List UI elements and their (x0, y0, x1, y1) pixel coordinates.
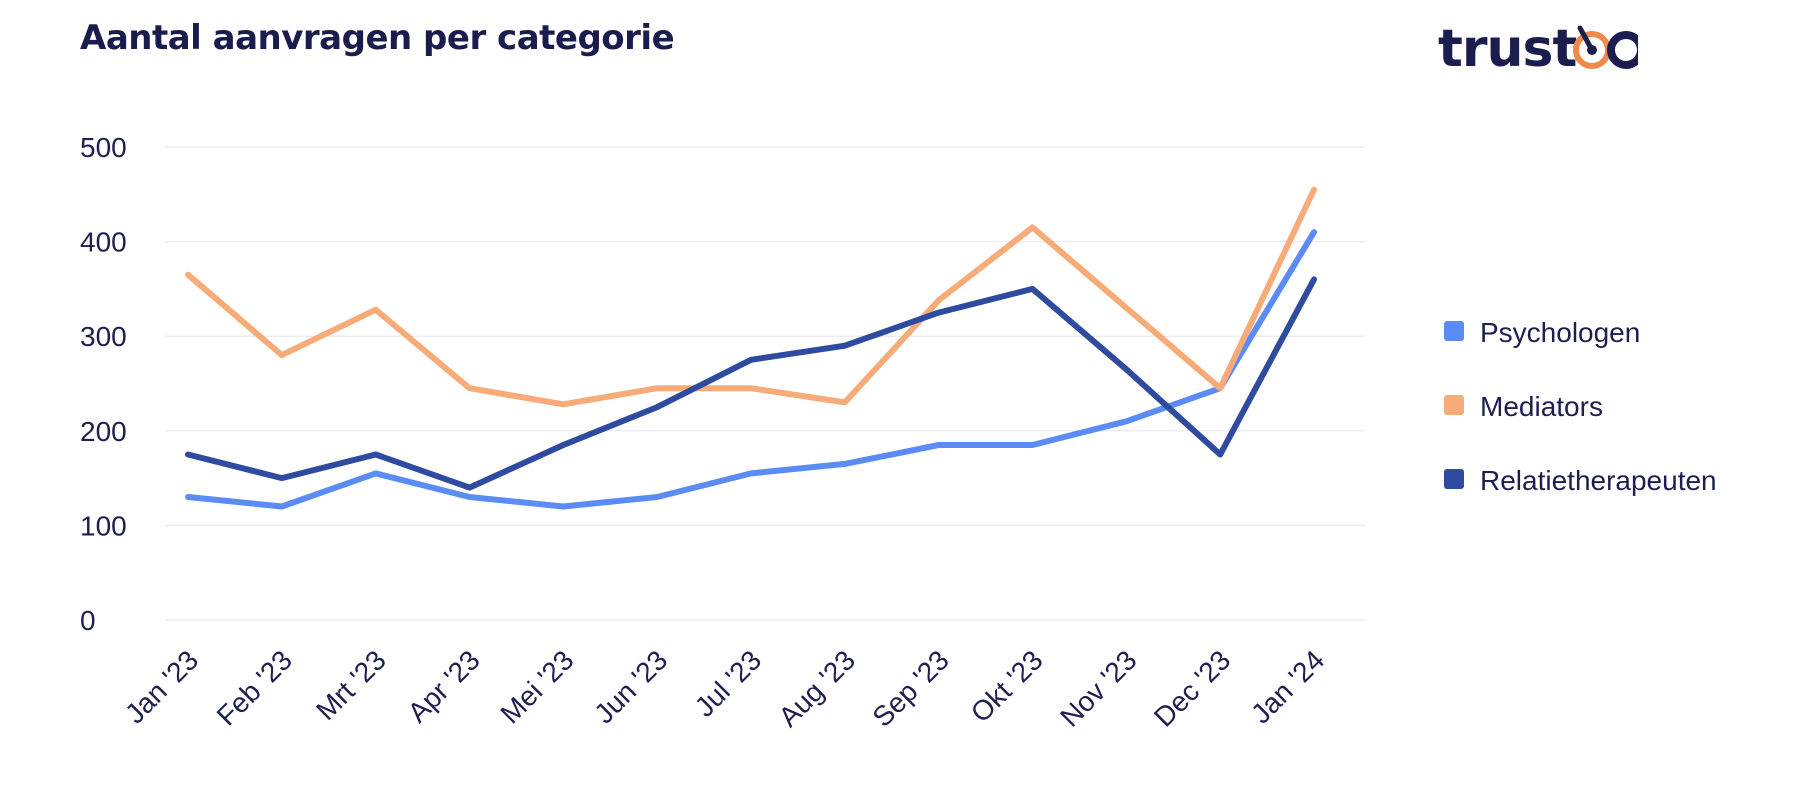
series-line-relatietherapeuten (185, 276, 1317, 491)
x-tick-label: Okt '23 (965, 644, 1049, 728)
x-tick-label: Mei '23 (494, 644, 579, 729)
x-tick-label: Mrt '23 (310, 644, 392, 726)
legend-label: Mediators (1480, 391, 1603, 422)
x-axis-ticks: Jan '23 Feb '23 Mrt '23 Apr '23 Mei '23 Jun '… (119, 644, 1330, 732)
x-tick-label: Nov '23 (1054, 644, 1142, 732)
legend-swatch (1444, 321, 1464, 341)
y-tick-label: 100 (80, 510, 127, 541)
y-tick-label: 0 (80, 605, 96, 636)
logo-wordmark: trust (1438, 19, 1576, 79)
legend-label: Relatietherapeuten (1480, 465, 1717, 496)
x-tick-label: Jan '24 (1245, 644, 1330, 729)
y-tick-label: 400 (80, 227, 127, 258)
logo-letter-o (1607, 31, 1638, 69)
y-tick-label: 500 (80, 132, 127, 163)
legend-label: Psychologen (1480, 317, 1640, 348)
chart-title: Aantal aanvragen per categorie (80, 18, 675, 58)
series-lines (185, 186, 1317, 510)
x-tick-label: Feb '23 (211, 644, 298, 731)
y-tick-label: 300 (80, 321, 127, 352)
x-tick-label: Apr '23 (402, 644, 486, 728)
y-axis-ticks: 0 100 200 300 400 500 (80, 132, 127, 636)
legend-swatch (1444, 395, 1464, 415)
legend-swatch (1444, 469, 1464, 489)
x-tick-label: Aug '23 (773, 644, 861, 732)
gridlines (165, 146, 1365, 621)
y-tick-label: 200 (80, 416, 127, 447)
series-line-mediators (185, 186, 1317, 408)
x-tick-label: Sep '23 (866, 644, 954, 732)
x-tick-label: Jul '23 (689, 644, 768, 723)
x-tick-label: Dec '23 (1148, 644, 1236, 732)
x-tick-label: Jun '23 (588, 644, 673, 729)
x-tick-label: Jan '23 (119, 644, 204, 729)
legend: Psychologen Mediators Relatietherapeuten (1444, 317, 1717, 496)
trustoo-logo: trust (1438, 19, 1638, 79)
series-line-psychologen (185, 229, 1317, 510)
